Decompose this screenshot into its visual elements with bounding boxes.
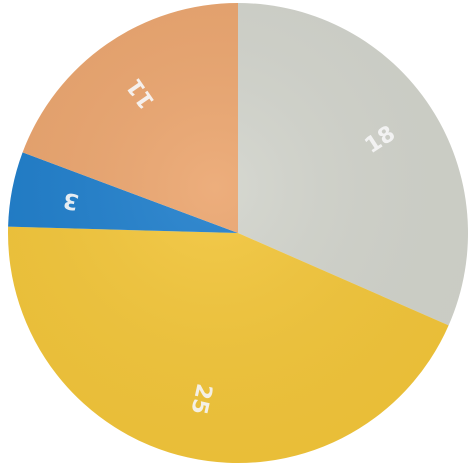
- pie-sheen: [8, 3, 468, 463]
